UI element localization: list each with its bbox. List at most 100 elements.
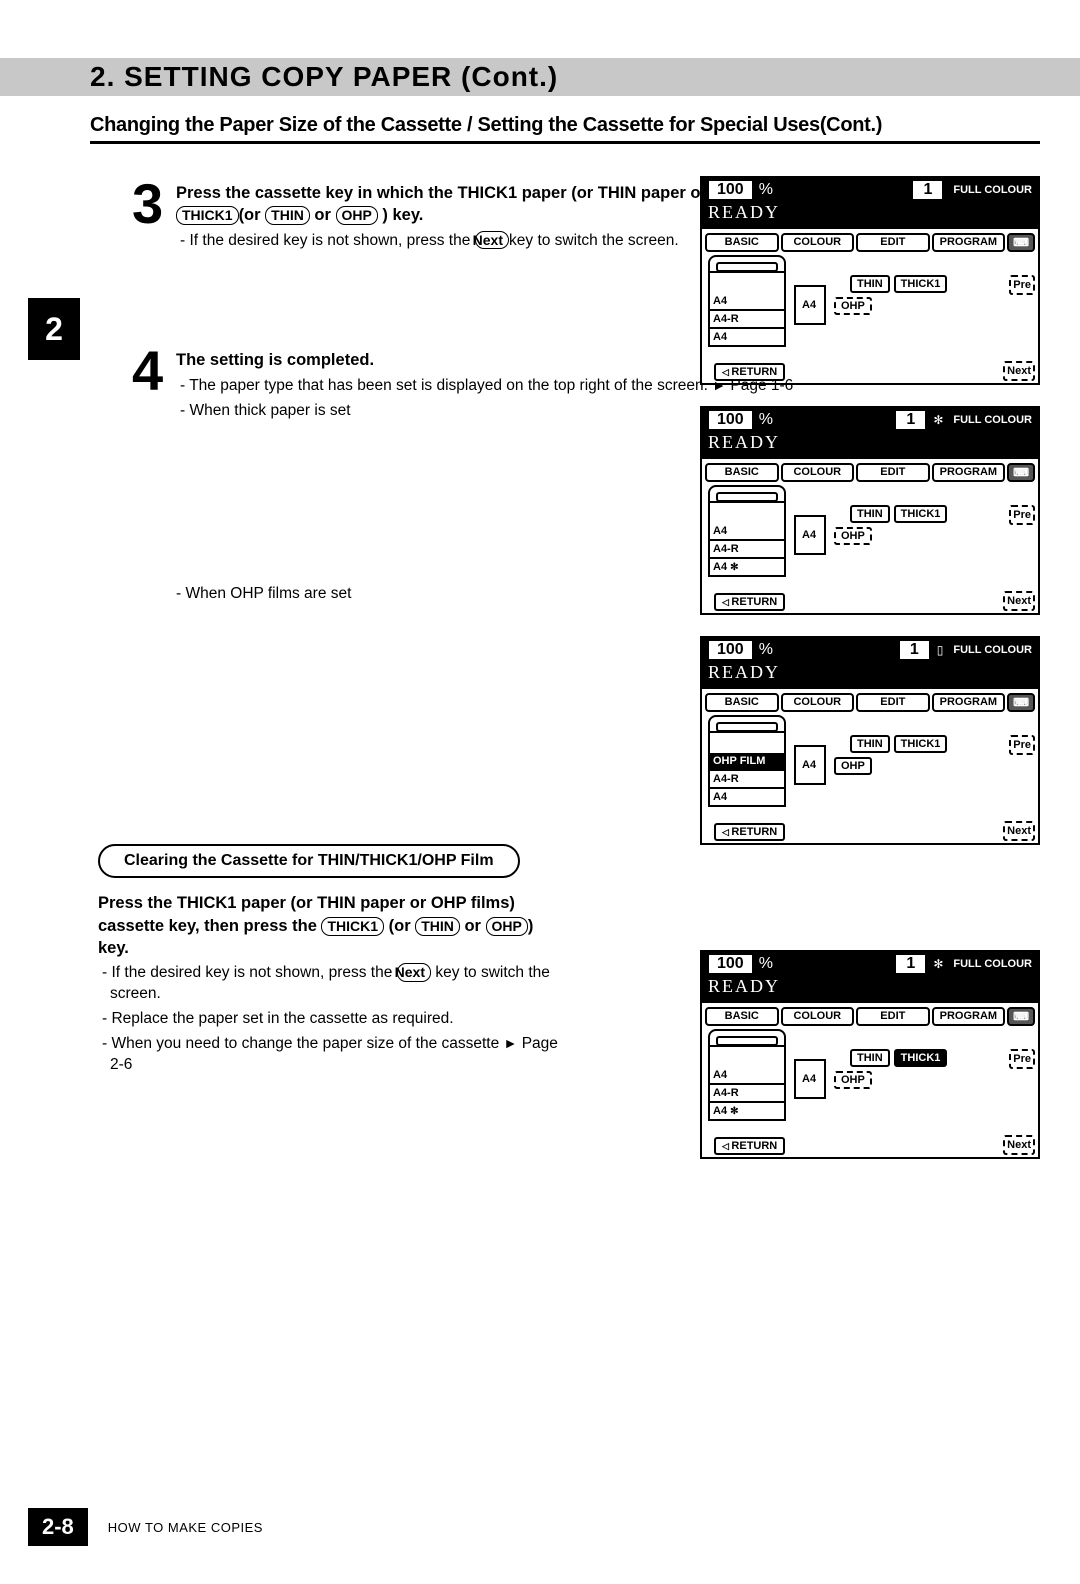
copies-value: 1 xyxy=(895,954,926,974)
tab-basic[interactable]: BASIC xyxy=(705,463,779,482)
tab-keyboard-icon[interactable]: ⌨ xyxy=(1007,1007,1035,1026)
thick1-key: THICK1 xyxy=(321,917,384,936)
tab-keyboard-icon[interactable]: ⌨ xyxy=(1007,463,1035,482)
copies-value: 1 xyxy=(912,180,943,200)
thin-button[interactable]: THIN xyxy=(850,505,890,523)
tray-slot-1[interactable]: A4 xyxy=(708,293,786,311)
percent-icon: % xyxy=(759,955,773,973)
tab-program[interactable]: PROGRAM xyxy=(932,463,1006,482)
clearing-heading: Clearing the Cassette for THIN/THICK1/OH… xyxy=(98,844,520,878)
next-key: Next xyxy=(397,963,431,982)
chapter-side-tab: 2 xyxy=(28,298,80,360)
thick1-key: THICK1 xyxy=(176,206,239,225)
pre-button[interactable]: Pre xyxy=(1009,505,1035,525)
thick-paper-icon: ✻ xyxy=(933,957,943,971)
tab-program[interactable]: PROGRAM xyxy=(932,233,1006,252)
tab-keyboard-icon[interactable]: ⌨ xyxy=(1007,693,1035,712)
ohp-button[interactable]: OHP xyxy=(834,757,872,775)
tab-edit[interactable]: EDIT xyxy=(856,1007,930,1026)
step-number: 4 xyxy=(132,347,168,395)
tray-slot-2[interactable]: A4-R xyxy=(708,771,786,789)
thick1-button[interactable]: THICK1 xyxy=(894,275,948,293)
clearing-note3: - When you need to change the paper size… xyxy=(110,1034,558,1076)
ohp-key: OHP xyxy=(336,206,378,225)
return-button[interactable]: RETURN xyxy=(714,1137,785,1155)
step-number: 3 xyxy=(132,180,168,228)
tray-slot-1[interactable]: A4 xyxy=(708,1067,786,1085)
thick-paper-icon: ✻ xyxy=(933,413,943,427)
a4-paper-icon xyxy=(794,745,826,785)
tab-basic[interactable]: BASIC xyxy=(705,1007,779,1026)
tray-slot-3[interactable]: A4 xyxy=(708,329,786,347)
thin-button[interactable]: THIN xyxy=(850,275,890,293)
tab-edit[interactable]: EDIT xyxy=(856,693,930,712)
ohp-button[interactable]: OHP xyxy=(834,527,872,545)
pre-button[interactable]: Pre xyxy=(1009,1049,1035,1069)
cassette-tray[interactable]: A4 A4-R A4 ✻ xyxy=(708,1029,786,1121)
thick-icon: ✻ xyxy=(730,1106,738,1117)
return-button[interactable]: RETURN xyxy=(714,593,785,611)
cassette-tray[interactable]: A4 A4-R A4 xyxy=(708,255,786,347)
next-button[interactable]: Next xyxy=(1003,591,1035,611)
thick1-button[interactable]: THICK1 xyxy=(894,735,948,753)
clearing-note2: - Replace the paper set in the cassette … xyxy=(110,1009,558,1030)
cassette-tray[interactable]: OHP FILM A4-R A4 xyxy=(708,715,786,807)
copies-value: 1 xyxy=(895,410,926,430)
tray-slot-1[interactable]: OHP FILM xyxy=(708,753,786,771)
full-colour-label: FULL COLOUR xyxy=(953,414,1032,426)
tray-slot-2[interactable]: A4-R xyxy=(708,541,786,559)
screenshot-step4-ohp: 100 % 1 ▯ FULL COLOUR READY BASIC COLOUR… xyxy=(700,636,1040,845)
a4-paper-icon xyxy=(794,1059,826,1099)
tray-slot-2[interactable]: A4-R xyxy=(708,311,786,329)
tab-basic[interactable]: BASIC xyxy=(705,233,779,252)
tab-edit[interactable]: EDIT xyxy=(856,463,930,482)
ready-label: READY xyxy=(708,662,1032,683)
clearing-note1: - If the desired key is not shown, press… xyxy=(110,963,558,1005)
return-button[interactable]: RETURN xyxy=(714,823,785,841)
tray-slot-2[interactable]: A4-R xyxy=(708,1085,786,1103)
tab-colour[interactable]: COLOUR xyxy=(781,693,855,712)
thick1-button[interactable]: THICK1 xyxy=(894,1049,948,1067)
tab-keyboard-icon[interactable]: ⌨ xyxy=(1007,233,1035,252)
tab-program[interactable]: PROGRAM xyxy=(932,693,1006,712)
tab-colour[interactable]: COLOUR xyxy=(781,1007,855,1026)
percent-icon: % xyxy=(759,181,773,199)
tab-colour[interactable]: COLOUR xyxy=(781,463,855,482)
footer-label: HOW TO MAKE COPIES xyxy=(108,1520,263,1535)
tab-program[interactable]: PROGRAM xyxy=(932,1007,1006,1026)
ohp-button[interactable]: OHP xyxy=(834,1071,872,1089)
tray-slot-1[interactable]: A4 xyxy=(708,523,786,541)
tab-edit[interactable]: EDIT xyxy=(856,233,930,252)
thin-button[interactable]: THIN xyxy=(850,1049,890,1067)
thin-button[interactable]: THIN xyxy=(850,735,890,753)
next-button[interactable]: Next xyxy=(1003,1135,1035,1155)
pre-button[interactable]: Pre xyxy=(1009,735,1035,755)
next-button[interactable]: Next xyxy=(1003,361,1035,381)
tray-slot-3[interactable]: A4 ✻ xyxy=(708,559,786,577)
ohp-button[interactable]: OHP xyxy=(834,297,872,315)
a4-paper-icon xyxy=(794,515,826,555)
arrow-right-icon: ► xyxy=(504,1035,518,1051)
ready-label: READY xyxy=(708,976,1032,997)
thick1-button[interactable]: THICK1 xyxy=(894,505,948,523)
tab-basic[interactable]: BASIC xyxy=(705,693,779,712)
page-title: 2. SETTING COPY PAPER (Cont.) xyxy=(90,58,1040,96)
screenshot-step3: 100 % 1 FULL COLOUR READY BASIC COLOUR E… xyxy=(700,176,1040,385)
screenshot-clearing: 100 % 1 ✻ FULL COLOUR READY BASIC COLOUR… xyxy=(700,950,1040,1159)
ohp-key: OHP xyxy=(486,917,528,936)
pre-button[interactable]: Pre xyxy=(1009,275,1035,295)
tray-slot-3[interactable]: A4 xyxy=(708,789,786,807)
tray-slot-3[interactable]: A4 ✻ xyxy=(708,1103,786,1121)
thick-icon: ✻ xyxy=(730,562,738,573)
next-key: Next xyxy=(475,231,509,250)
cassette-tray[interactable]: A4 A4-R A4 ✻ xyxy=(708,485,786,577)
full-colour-label: FULL COLOUR xyxy=(953,958,1032,970)
return-button[interactable]: RETURN xyxy=(714,363,785,381)
ready-label: READY xyxy=(708,202,1032,223)
zoom-value: 100 xyxy=(708,180,753,200)
next-button[interactable]: Next xyxy=(1003,821,1035,841)
tab-colour[interactable]: COLOUR xyxy=(781,233,855,252)
page-number: 2-8 xyxy=(28,1508,88,1546)
zoom-value: 100 xyxy=(708,640,753,660)
page-subtitle: Changing the Paper Size of the Cassette … xyxy=(90,114,1040,137)
